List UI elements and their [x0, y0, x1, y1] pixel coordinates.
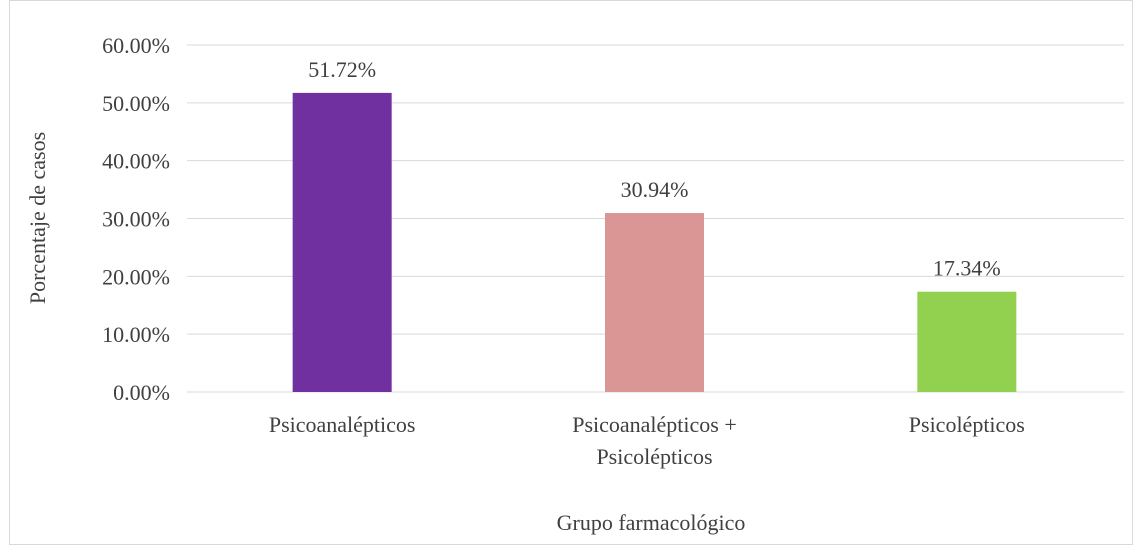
y-axis-title: Porcentaje de casos [25, 132, 50, 304]
bar [292, 92, 392, 393]
y-tick-label: 10.00% [102, 322, 170, 347]
bar [605, 213, 704, 392]
y-tick-label: 40.00% [102, 149, 170, 174]
y-tick-label: 0.00% [113, 380, 170, 405]
x-axis-title: Grupo farmacológico [557, 510, 746, 535]
x-category-label-line: Psicoanalépticos [269, 412, 416, 437]
chart-frame [9, 0, 1133, 545]
y-tick-label: 30.00% [102, 207, 170, 232]
y-tick-label: 20.00% [102, 264, 170, 289]
x-category-label: Psicoanalépticos [269, 412, 416, 437]
bars [292, 92, 1017, 393]
bar-data-label: 17.34% [933, 256, 1001, 281]
bar [917, 291, 1017, 392]
y-tick-label: 60.00% [102, 33, 170, 58]
y-axis-tick-labels: 0.00% 10.00% 20.00% 30.00% 40.00% 50.00% 60.00… [102, 33, 170, 405]
y-tick-label: 50.00% [102, 91, 170, 116]
x-category-label-line: Psicolépticos [596, 444, 712, 469]
x-category-label: Psicolépticos [909, 412, 1025, 437]
x-category-label: Psicoanalépticos + Psicolépticos [572, 412, 737, 469]
bar-data-label: 30.94% [621, 177, 689, 202]
bar-data-label: 51.72% [308, 57, 376, 82]
x-axis-category-labels: Psicoanalépticos Psicoanalépticos + Psicol… [269, 412, 1025, 469]
x-category-label-line: Psicolépticos [909, 412, 1025, 437]
data-labels: 51.72% 30.94% 17.34% [308, 57, 1000, 281]
x-category-label-line: Psicoanalépticos + [572, 412, 737, 437]
